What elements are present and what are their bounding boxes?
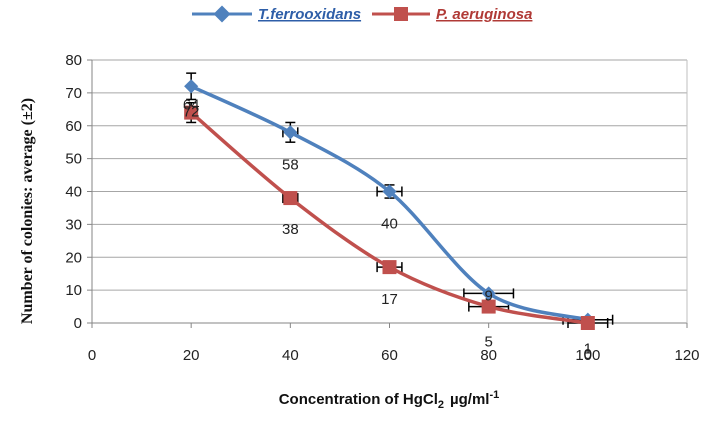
x-axis-label-sup: -1 bbox=[489, 389, 499, 401]
data-point-diamond bbox=[382, 184, 397, 199]
x-axis-label: Concentration of HgCl2 µg/ml-1 bbox=[279, 389, 500, 411]
data-label: 58 bbox=[282, 156, 299, 173]
data-point-square bbox=[184, 105, 199, 120]
y-tick-label: 60 bbox=[65, 118, 82, 135]
y-axis-label: Number of colonies: average (±2) bbox=[19, 98, 36, 324]
x-axis-label-sub: 2 bbox=[438, 399, 444, 411]
legend-entry-1: T.ferrooxidans bbox=[192, 5, 361, 23]
legend: T.ferrooxidans P. aeruginosa bbox=[192, 5, 532, 23]
x-tick-label: 60 bbox=[381, 347, 398, 364]
x-axis-label-unit: µg/ml bbox=[450, 391, 489, 408]
data-labels: 72 58 40 9 1 64 38 17 5 0 bbox=[183, 97, 592, 363]
data-point-diamond bbox=[184, 79, 199, 94]
y-tick-label: 70 bbox=[65, 85, 82, 102]
data-label: 40 bbox=[381, 216, 398, 233]
data-label: 5 bbox=[484, 334, 492, 351]
series-line-1 bbox=[190, 84, 589, 322]
y-tick-label: 20 bbox=[65, 249, 82, 266]
y-tick-label: 0 bbox=[74, 315, 82, 332]
legend-marker-diamond bbox=[213, 5, 231, 23]
x-tick-label: 120 bbox=[674, 347, 699, 364]
x-axis-label-main: Concentration of HgCl bbox=[279, 391, 438, 408]
legend-label-2: P. aeruginosa bbox=[436, 6, 532, 23]
data-label: 9 bbox=[484, 287, 492, 304]
data-point-diamond bbox=[283, 125, 298, 140]
data-label: 17 bbox=[381, 291, 398, 308]
legend-label-1: T.ferrooxidans bbox=[258, 6, 361, 23]
y-tick-label: 30 bbox=[65, 216, 82, 233]
x-tick-label: 0 bbox=[88, 347, 96, 364]
data-label: 38 bbox=[282, 221, 299, 238]
data-point-square bbox=[481, 299, 496, 314]
y-tick-label: 40 bbox=[65, 184, 82, 201]
data-label: 0 bbox=[584, 346, 592, 363]
y-tick-label: 10 bbox=[65, 282, 82, 299]
x-tick-label: 80 bbox=[480, 347, 497, 364]
y-tick-label: 50 bbox=[65, 151, 82, 168]
gridlines bbox=[92, 59, 687, 291]
data-label: 1 bbox=[584, 341, 592, 358]
data-label: 64 bbox=[183, 97, 200, 114]
legend-marker-square bbox=[394, 7, 408, 21]
series-lines bbox=[190, 84, 589, 325]
data-point-diamond bbox=[481, 286, 496, 301]
data-point-square bbox=[382, 260, 397, 275]
legend-entry-2: P. aeruginosa bbox=[372, 6, 532, 23]
data-label: 72 bbox=[183, 103, 200, 120]
data-point-square bbox=[283, 191, 298, 206]
y-tick-label: 80 bbox=[65, 52, 82, 69]
x-tick-label: 20 bbox=[183, 347, 200, 364]
x-tick-label: 100 bbox=[575, 347, 600, 364]
x-tick-label: 40 bbox=[282, 347, 299, 364]
data-point-square bbox=[580, 316, 595, 330]
